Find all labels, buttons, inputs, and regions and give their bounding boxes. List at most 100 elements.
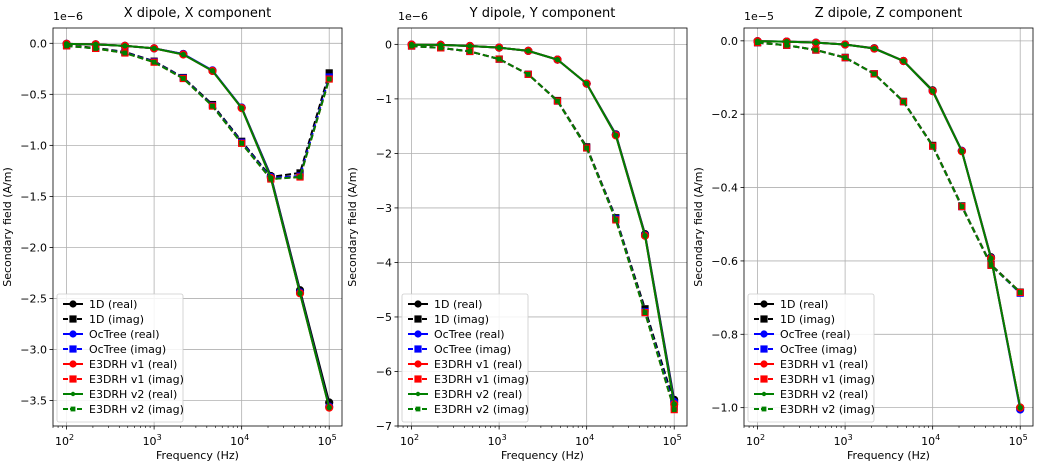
data-point	[555, 98, 560, 104]
x-tick-label: 103	[488, 433, 507, 448]
legend-label: E3DRH v2 (imag)	[780, 403, 875, 416]
data-point	[583, 80, 590, 87]
legend-marker	[70, 391, 76, 397]
x-tick-exponent: 3	[502, 433, 507, 442]
legend-marker	[69, 300, 77, 308]
y-axis-label: Secondary field (A/m)	[346, 167, 359, 287]
legend-label: 1D (imag)	[780, 313, 835, 326]
data-point	[988, 262, 994, 268]
data-point	[642, 233, 648, 239]
x-tick-label: 102	[400, 433, 419, 448]
x-tick-base: 10	[55, 435, 69, 448]
series-line	[66, 44, 331, 180]
legend-label: OcTree (real)	[780, 328, 851, 341]
y-tick-label: 0.0	[721, 35, 739, 48]
data-point	[64, 43, 69, 49]
y-tick-label: −2.0	[20, 241, 47, 254]
legend-label: E3DRH v2 (real)	[434, 388, 522, 401]
data-point	[325, 69, 333, 77]
x-tick-base: 10	[921, 435, 935, 448]
y-tick-label: −0.2	[711, 108, 738, 121]
y-tick-label: −1	[376, 93, 392, 106]
legend-marker	[760, 315, 768, 323]
legend-marker	[414, 345, 422, 353]
data-point	[239, 140, 245, 146]
data-point	[613, 132, 619, 139]
x-tick-base: 10	[318, 435, 332, 448]
legend-label: 1D (imag)	[89, 313, 144, 326]
data-point	[151, 45, 157, 52]
legend-marker	[761, 391, 767, 397]
legend-marker	[415, 406, 421, 412]
data-point	[326, 404, 332, 411]
x-tick-base: 10	[575, 435, 589, 448]
x-tick-label: 105	[663, 433, 682, 448]
series-line	[66, 42, 331, 408]
data-point	[525, 48, 531, 54]
y-tick-label: 0	[385, 38, 392, 51]
data-point	[988, 255, 994, 262]
x-tick-label: 105	[318, 433, 337, 448]
data-point	[297, 290, 303, 297]
x-tick-exponent: 2	[760, 433, 765, 442]
legend-marker	[414, 300, 422, 308]
series-line	[411, 43, 676, 405]
x-tick-exponent: 2	[414, 433, 419, 442]
data-point	[122, 43, 128, 49]
data-point	[93, 46, 99, 51]
chart-title: X dipole, X component	[124, 6, 272, 21]
y-tick-label: −3.0	[20, 343, 47, 356]
x-tick-exponent: 4	[244, 433, 249, 442]
x-tick-exponent: 5	[1023, 433, 1028, 442]
legend-label: 1D (imag)	[434, 313, 489, 326]
y-tick-label: −5	[376, 311, 392, 324]
series-line	[757, 41, 1021, 294]
data-point	[900, 58, 907, 64]
x-tick-label: 102	[55, 433, 74, 448]
x-tick-base: 10	[1009, 435, 1023, 448]
x-axis-label: Frequency (Hz)	[156, 449, 239, 462]
x-tick-base: 10	[400, 435, 414, 448]
legend-marker	[69, 375, 77, 383]
data-point	[813, 39, 819, 46]
legend-box	[401, 293, 529, 423]
legend-label: OcTree (imag)	[434, 343, 511, 356]
x-tick-exponent: 5	[677, 433, 682, 442]
x-tick-base: 10	[834, 435, 848, 448]
legend-marker	[69, 360, 77, 368]
axes-frame	[52, 27, 343, 427]
data-point	[409, 43, 414, 49]
y-tick-label: −7	[376, 420, 392, 433]
legend-label: OcTree (real)	[89, 328, 160, 341]
data-point	[554, 56, 561, 63]
data-point	[151, 59, 157, 65]
data-point	[1017, 404, 1023, 411]
y-tick-label: −1.5	[20, 190, 47, 203]
legend-marker	[760, 345, 768, 353]
legend-label: E3DRH v2 (imag)	[434, 403, 529, 416]
y-tick-label: −2.5	[20, 292, 47, 305]
data-point	[930, 143, 936, 149]
legend-label: E3DRH v1 (real)	[434, 358, 522, 371]
y-tick-label: −0.4	[711, 182, 738, 195]
data-point	[180, 51, 186, 58]
legend-marker	[760, 360, 768, 368]
chart-title: Y dipole, Y component	[469, 6, 616, 21]
data-point	[784, 42, 790, 48]
data-point	[467, 43, 473, 49]
data-point	[525, 71, 531, 77]
y-axis-label: Secondary field (A/m)	[1, 167, 14, 287]
y-tick-label: −1.0	[20, 139, 47, 152]
data-point	[180, 76, 186, 81]
y-tick-label: −2	[376, 147, 392, 160]
legend-label: 1D (real)	[89, 298, 137, 311]
legend-marker	[760, 300, 768, 308]
data-point	[929, 88, 936, 94]
data-point	[671, 407, 677, 413]
y-tick-label: −0.8	[711, 328, 738, 341]
y-offset-text: 1e−6	[398, 10, 428, 23]
legend: 1D (real) 1D (imag) OcTree (real) OcTree (i…	[56, 293, 184, 423]
